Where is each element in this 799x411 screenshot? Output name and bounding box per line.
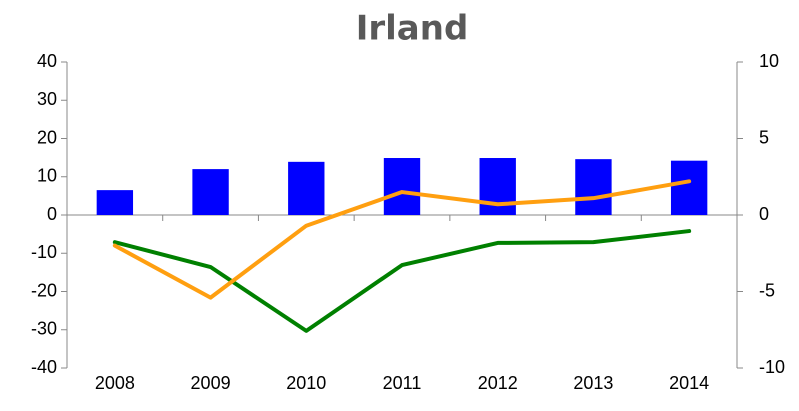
x-tick-label: 2009 bbox=[191, 373, 231, 393]
y-tick-label: -30 bbox=[31, 319, 57, 339]
y-tick-label: 10 bbox=[37, 166, 57, 186]
bar bbox=[192, 169, 229, 215]
y-tick-label: -10 bbox=[31, 242, 57, 262]
y-tick-label: -20 bbox=[31, 280, 57, 300]
y-tick-label: 30 bbox=[37, 89, 57, 109]
x-tick-label: 2008 bbox=[95, 373, 135, 393]
bar bbox=[670, 160, 708, 215]
y-tick-label: 40 bbox=[37, 51, 57, 71]
x-tick-label: 2012 bbox=[478, 373, 518, 393]
bar bbox=[479, 158, 516, 215]
y-tick-label: 20 bbox=[37, 127, 57, 147]
y2-tick-label: 10 bbox=[759, 51, 779, 71]
y-tick-label: -40 bbox=[31, 357, 57, 377]
x-tick-label: 2013 bbox=[573, 373, 613, 393]
chart-title: Irland bbox=[356, 9, 469, 49]
x-tick-label: 2014 bbox=[669, 373, 709, 393]
y2-tick-label: -10 bbox=[759, 357, 785, 377]
x-tick-label: 2010 bbox=[286, 373, 326, 393]
y2-tick-label: 5 bbox=[759, 127, 769, 147]
x-tick-label: 2011 bbox=[383, 373, 422, 393]
bar bbox=[96, 190, 134, 215]
line bbox=[112, 229, 692, 333]
y-tick-label: 0 bbox=[47, 204, 57, 224]
y2-tick-label: 0 bbox=[759, 204, 769, 224]
bar bbox=[383, 158, 421, 215]
bar bbox=[575, 159, 612, 215]
line bbox=[112, 179, 692, 300]
y2-tick-label: -5 bbox=[759, 280, 775, 300]
bar bbox=[288, 161, 325, 215]
